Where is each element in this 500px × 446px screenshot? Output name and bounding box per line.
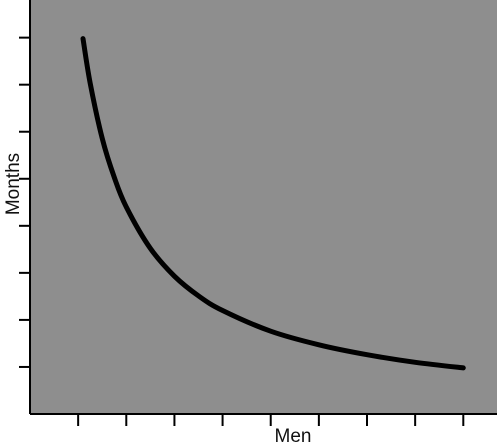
plot-area (30, 0, 497, 414)
y-axis-label: Months (3, 153, 24, 215)
x-axis-ticks (77, 414, 465, 426)
series-line (80, 36, 466, 371)
x-axis-label: Men (275, 426, 312, 446)
y-axis-ticks (19, 36, 30, 368)
